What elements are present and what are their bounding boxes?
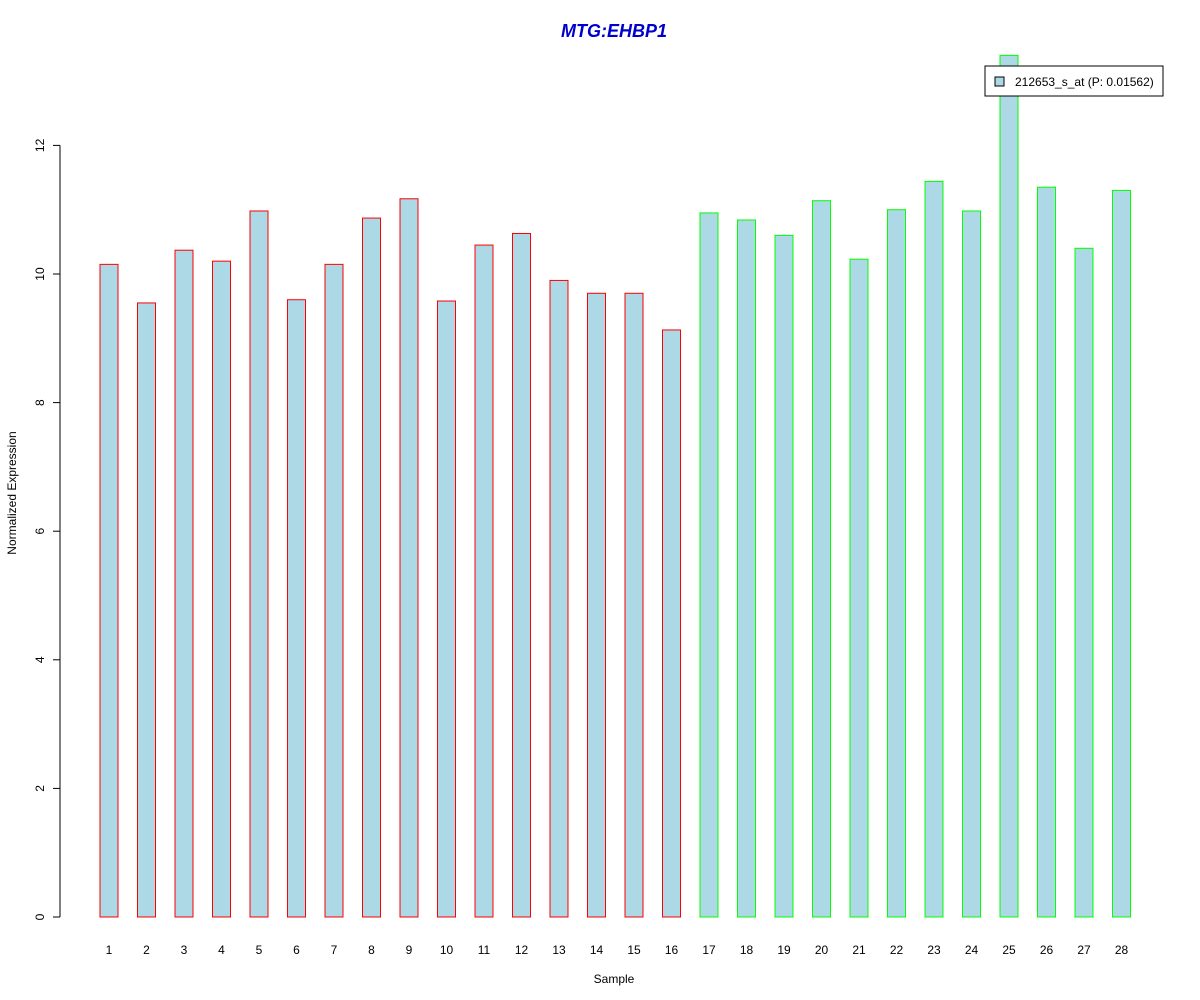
- y-axis-label: Normalized Expression: [5, 431, 19, 554]
- bar-sample-10: [437, 300, 456, 918]
- x-tick-label: 5: [256, 943, 263, 957]
- legend-series-label: 212653_s_at (P: 0.01562): [1015, 75, 1154, 89]
- x-tick-label: 15: [627, 943, 641, 957]
- x-tick-label: 4: [218, 943, 225, 957]
- x-tick-label: 13: [552, 943, 566, 957]
- bar-sample-13: [549, 279, 569, 918]
- x-tick-label: 18: [740, 943, 754, 957]
- x-tick-label: 21: [852, 943, 866, 957]
- x-tick-label: 22: [890, 943, 904, 957]
- bar-sample-16: [662, 329, 681, 918]
- y-tick-label: 6: [33, 528, 47, 535]
- bar-sample-26: [1037, 186, 1056, 918]
- y-tick-label: 8: [33, 399, 47, 406]
- x-axis-label: Sample: [594, 972, 635, 986]
- bar-sample-18: [737, 219, 756, 918]
- bar-sample-6: [287, 299, 306, 918]
- bar-sample-1: [99, 263, 119, 918]
- x-tick-label: 2: [143, 943, 150, 957]
- bar-sample-11: [474, 244, 494, 918]
- x-tick-label: 1: [106, 943, 113, 957]
- bar-sample-12: [512, 232, 531, 918]
- legend-swatch: [994, 76, 1005, 87]
- x-tick-label: 3: [181, 943, 188, 957]
- x-tick-label: 11: [478, 943, 491, 957]
- bar-sample-25: [999, 54, 1019, 918]
- x-tick-label: 17: [702, 943, 716, 957]
- legend-box: [984, 65, 1164, 97]
- x-tick-label: 10: [440, 943, 454, 957]
- x-tick-label: 8: [368, 943, 375, 957]
- bar-sample-4: [212, 260, 231, 918]
- bar-sample-5: [249, 210, 269, 918]
- bar-sample-23: [924, 180, 944, 918]
- bars: [99, 54, 1131, 918]
- y-tick-label: 2: [33, 785, 47, 792]
- x-tick-label: 23: [927, 943, 941, 957]
- bar-sample-15: [624, 292, 644, 918]
- bar-sample-27: [1074, 247, 1094, 918]
- x-tick-label: 16: [665, 943, 679, 957]
- y-tick-label: 0: [33, 913, 47, 920]
- y-tick-label: 10: [33, 267, 47, 281]
- x-tick-label: 6: [293, 943, 300, 957]
- y-axis: 0 2 4 6 8 10 12: [33, 138, 61, 920]
- bar-sample-8: [362, 217, 381, 918]
- bar-sample-3: [174, 249, 194, 918]
- y-tick-label: 4: [33, 656, 47, 663]
- y-tick-label: 12: [33, 138, 47, 152]
- x-tick-label: 24: [965, 943, 979, 957]
- x-tick-label: 9: [406, 943, 413, 957]
- bar-sample-17: [699, 212, 719, 918]
- x-tick-label: 14: [590, 943, 604, 957]
- x-tick-labels: 1 2 3 4 5 6 7 8 9 10 11 12 13 14 15 16 17 18 19 20 21 22 23 24 2…: [106, 943, 1129, 957]
- x-tick-label: 27: [1077, 943, 1091, 957]
- x-tick-label: 19: [777, 943, 791, 957]
- chart-title: MTG:EHBP1: [561, 21, 667, 41]
- x-tick-label: 20: [815, 943, 829, 957]
- bar-sample-24: [962, 210, 981, 918]
- x-tick-label: 7: [331, 943, 338, 957]
- bar-sample-7: [324, 263, 344, 918]
- bar-sample-14: [587, 292, 606, 918]
- bar-sample-21: [849, 258, 869, 918]
- bar-sample-22: [887, 209, 906, 918]
- x-tick-label: 12: [515, 943, 529, 957]
- x-tick-label: 25: [1002, 943, 1016, 957]
- bar-sample-20: [812, 200, 831, 918]
- bar-sample-2: [137, 302, 156, 918]
- bar-sample-19: [774, 234, 794, 918]
- bar-sample-28: [1112, 189, 1131, 918]
- bar-sample-9: [399, 198, 419, 918]
- x-tick-label: 28: [1115, 943, 1129, 957]
- x-tick-label: 26: [1040, 943, 1054, 957]
- legend: 212653_s_at (P: 0.01562): [984, 65, 1164, 97]
